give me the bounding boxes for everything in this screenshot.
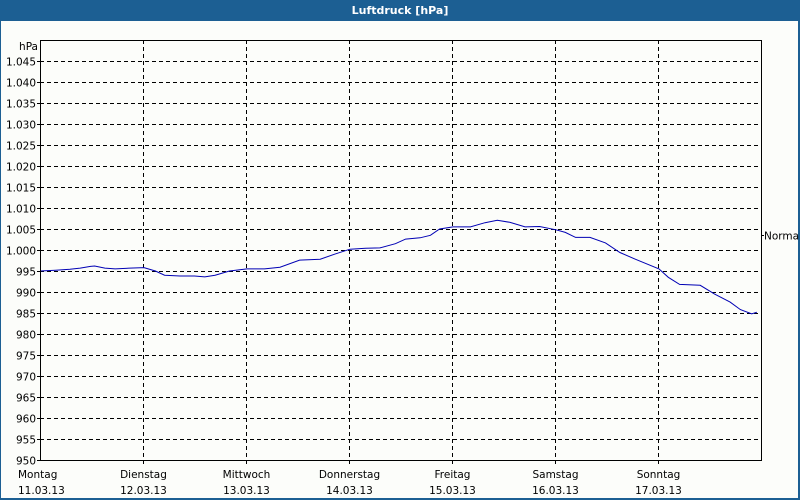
y-axis: 1.045 1.040 1.035 1.030 1.025 1.020 1.015 1.010…: [6, 57, 40, 468]
x-tick-date-label: 12.03.13: [120, 485, 167, 497]
x-tick-day-label: Sonntag: [637, 469, 681, 481]
plot-frame: [40, 40, 762, 461]
x-tick-date-label: 15.03.13: [429, 485, 476, 497]
y-tick-label: 990: [16, 288, 36, 300]
y-tick-label: 1.010: [6, 204, 36, 216]
y-tick-label: 1.000: [6, 246, 36, 258]
x-tick-date-label: 14.03.13: [326, 485, 373, 497]
y-tick-label: 1.020: [6, 162, 36, 174]
x-tick-date-label: 13.03.13: [223, 485, 270, 497]
x-tick-day-label: Mittwoch: [223, 469, 271, 481]
x-tick-day-label: Dienstag: [120, 469, 167, 481]
y-tick-label: 1.005: [6, 225, 36, 237]
normal-reference-label: Normal: [764, 231, 800, 243]
x-axis: Montag 11.03.13 Dienstag 12.03.13 Mittwoch 13…: [18, 235, 764, 497]
chart-title-bar: Luftdruck [hPa]: [0, 0, 800, 21]
y-tick-label: 1.025: [6, 141, 36, 153]
y-tick-label: 950: [16, 456, 36, 468]
x-tick-date-label: 16.03.13: [532, 485, 579, 497]
y-tick-label: 1.035: [6, 99, 36, 111]
x-tick-day-label: Donnerstag: [319, 469, 380, 481]
x-tick-day-label: Montag: [18, 469, 57, 481]
x-tick-day-label: Samstag: [532, 469, 578, 481]
y-tick-label: 960: [16, 414, 36, 426]
pressure-series-line: [39, 219, 758, 315]
y-tick-label: 1.030: [6, 120, 36, 132]
y-tick-label: 970: [16, 372, 36, 384]
y-tick-label: 955: [16, 435, 36, 447]
y-tick-label: 1.015: [6, 183, 36, 195]
y-tick-label: 995: [16, 267, 36, 279]
y-tick-label: 980: [16, 330, 36, 342]
chart-title: Luftdruck [hPa]: [351, 4, 449, 17]
y-tick-label: 1.045: [6, 57, 36, 69]
y-axis-unit-label: hPa: [19, 41, 38, 53]
y-tick-label: 975: [16, 351, 36, 363]
chart-grid: [40, 40, 761, 460]
x-tick-date-label: 11.03.13: [18, 485, 65, 497]
x-tick-date-label: 17.03.13: [635, 485, 682, 497]
y-tick-label: 1.040: [6, 78, 36, 90]
y-tick-label: 965: [16, 393, 36, 405]
x-tick-day-label: Freitag: [435, 469, 471, 481]
y-tick-label: 985: [16, 309, 36, 321]
